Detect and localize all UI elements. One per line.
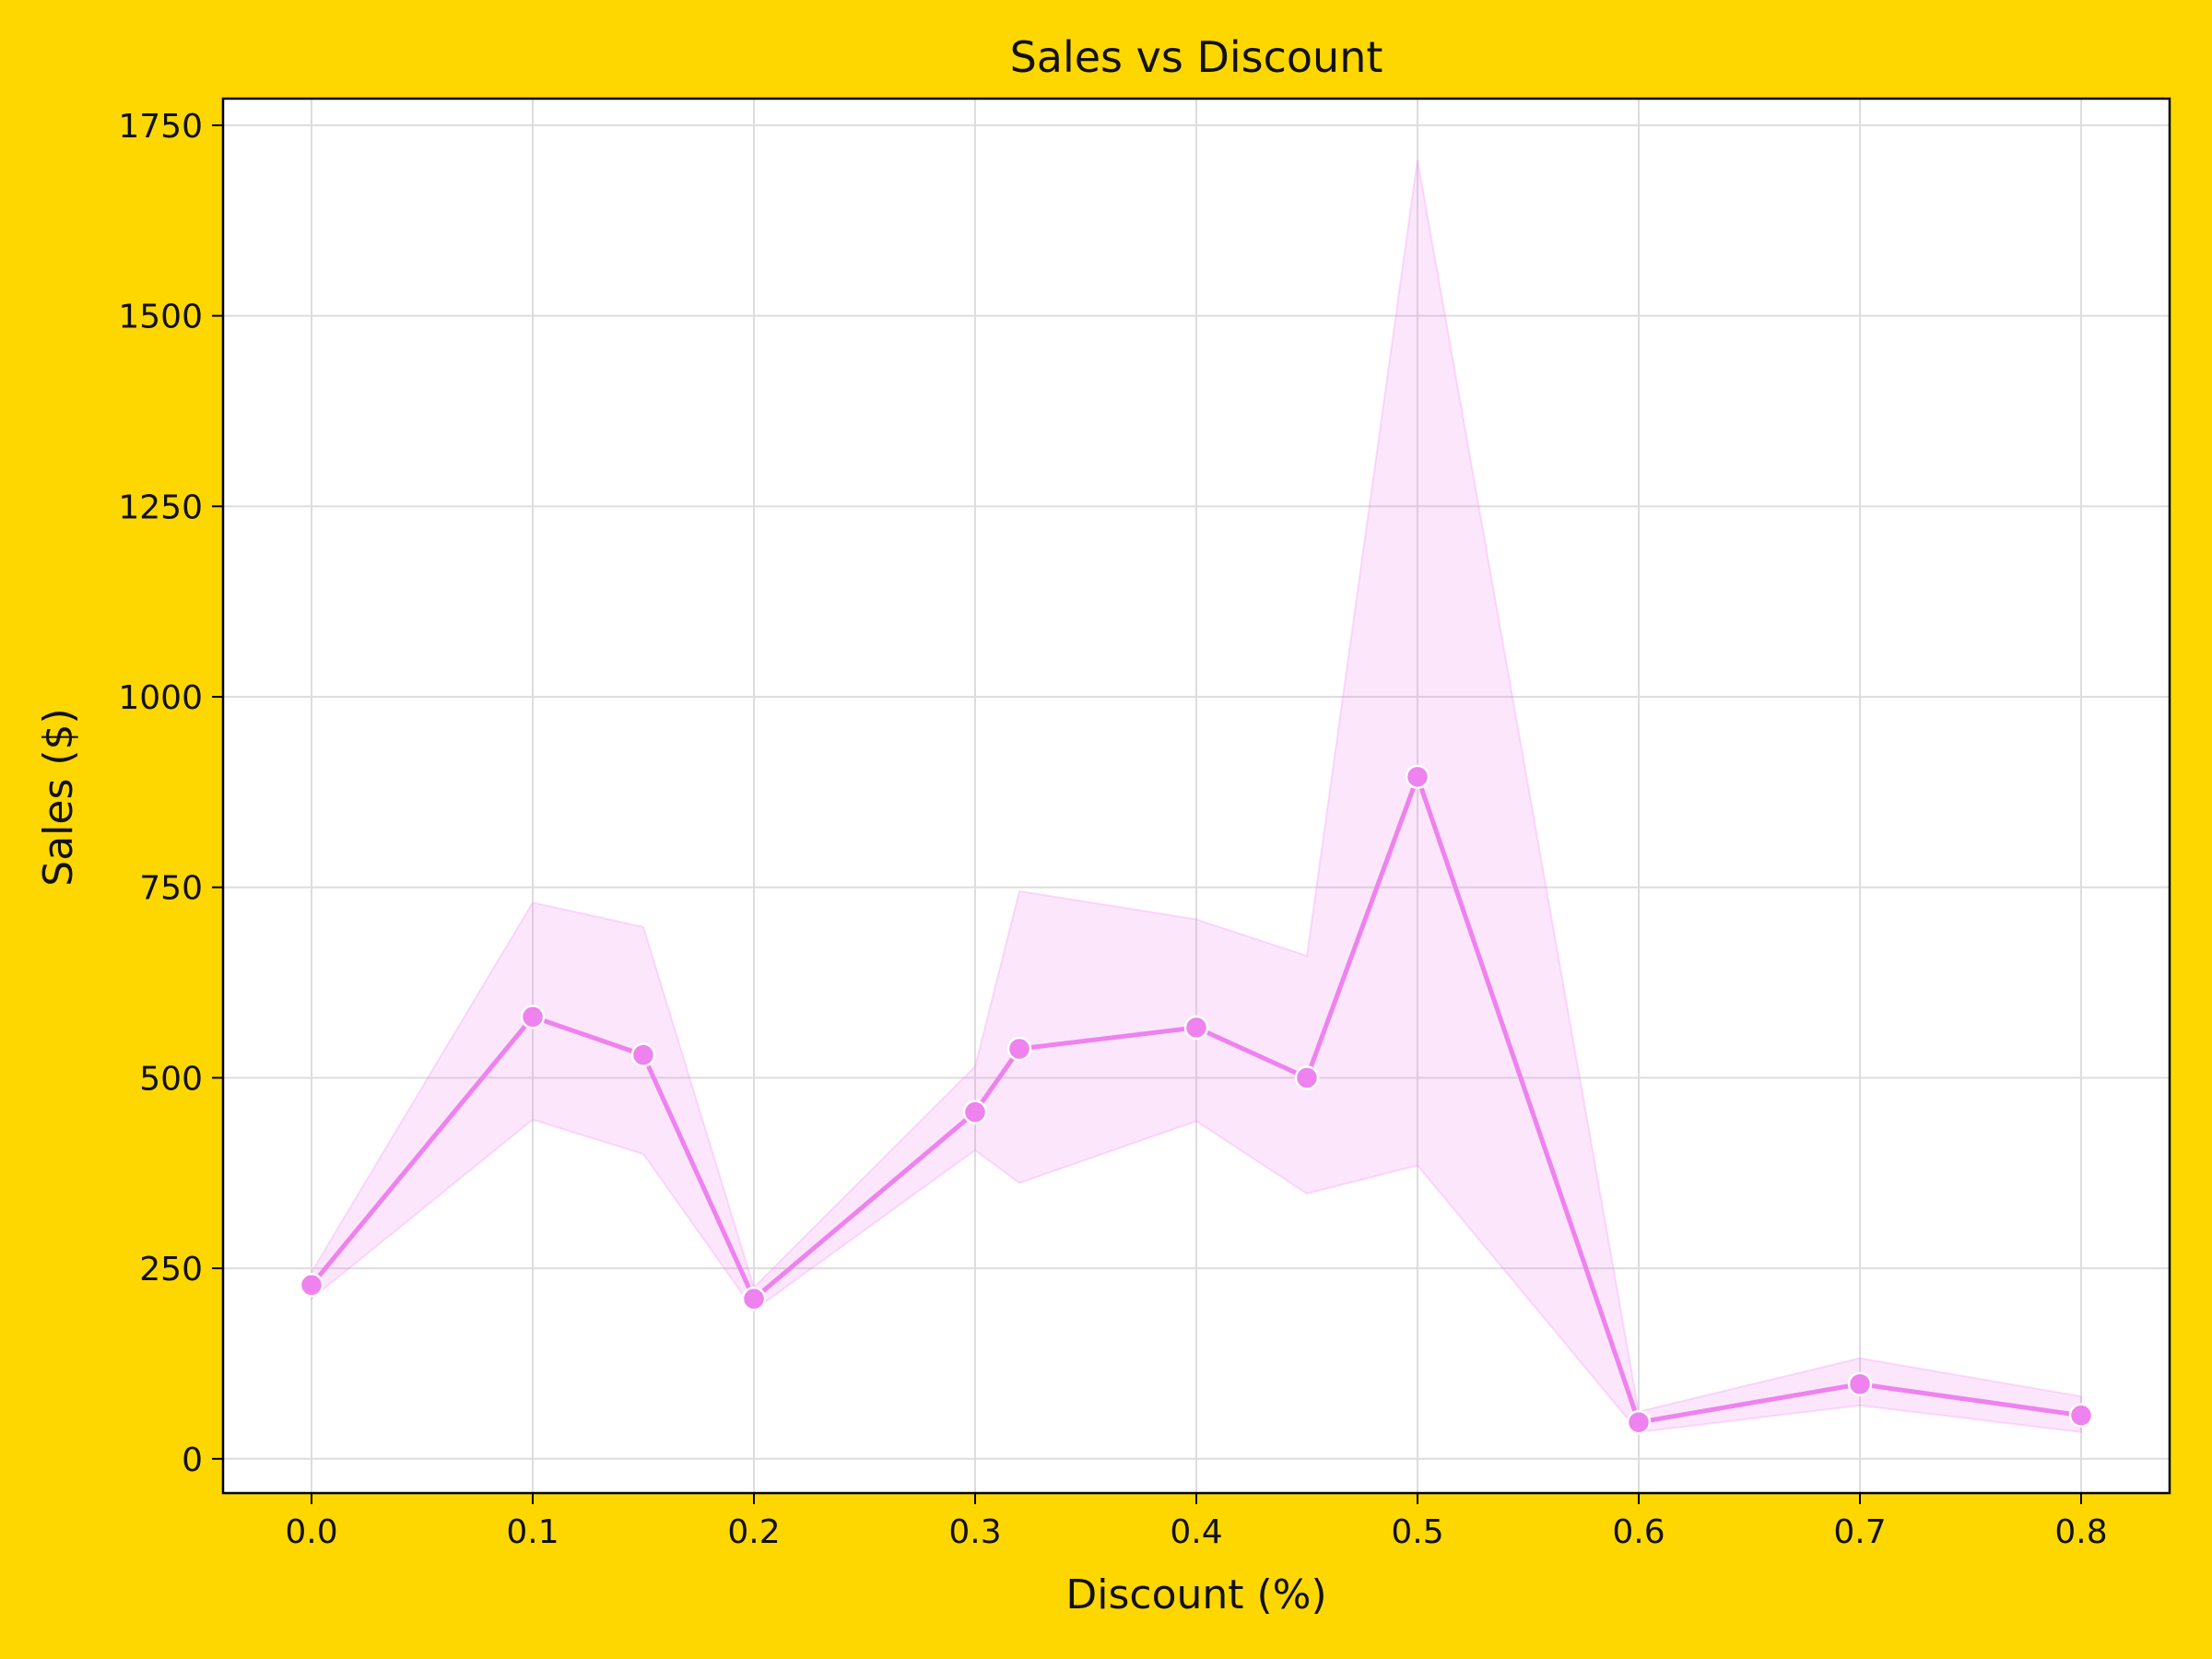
series-line-layer: [309, 774, 2084, 1425]
grid: [223, 99, 2170, 1493]
data-point: [1847, 1371, 1873, 1397]
y-tick-label: 0: [182, 1441, 203, 1479]
data-point: [1183, 1015, 1209, 1041]
series-line: [309, 774, 2084, 1425]
y-tick-label: 1250: [118, 488, 203, 526]
data-point: [630, 1042, 656, 1067]
y-tick-label: 1500: [118, 299, 203, 336]
data-point: [2068, 1403, 2094, 1428]
data-point: [1626, 1409, 1652, 1435]
x-tick-label: 0.5: [1391, 1513, 1443, 1551]
y-tick-label: 500: [139, 1060, 203, 1098]
y-tick-label: 1000: [118, 679, 203, 717]
data-point: [962, 1100, 988, 1124]
chart-title: Sales vs Discount: [1010, 32, 1383, 82]
data-point-layer: [299, 764, 2094, 1435]
data-point: [520, 1005, 546, 1030]
y-tick-label: 1750: [118, 108, 203, 146]
x-tick-label: 0.6: [1612, 1513, 1665, 1551]
data-point: [1006, 1036, 1032, 1062]
x-tick-label: 0.1: [506, 1513, 559, 1551]
data-point: [741, 1286, 767, 1312]
x-tick-label: 0.2: [727, 1513, 780, 1551]
data-point: [1405, 764, 1430, 790]
y-tick-label: 750: [139, 870, 203, 908]
x-tick-label: 0.0: [285, 1513, 337, 1551]
x-tick-label: 0.8: [2054, 1513, 2107, 1551]
y-tick-label: 250: [139, 1251, 203, 1288]
x-tick-label: 0.3: [948, 1513, 1001, 1551]
data-point: [1294, 1065, 1320, 1090]
data-point: [299, 1273, 324, 1298]
x-axis: 0.0 0.1 0.2 0.3 0.4 0.5 0.6 0.7 0.8: [285, 1493, 2108, 1551]
y-axis-label: Sales ($): [35, 708, 82, 886]
x-axis-label: Discount (%): [1065, 1571, 1326, 1618]
y-axis: 0 250 500 750 1000 1250 1500 1750: [118, 108, 223, 1479]
x-tick-label: 0.7: [1833, 1513, 1886, 1551]
x-tick-label: 0.4: [1170, 1513, 1222, 1551]
